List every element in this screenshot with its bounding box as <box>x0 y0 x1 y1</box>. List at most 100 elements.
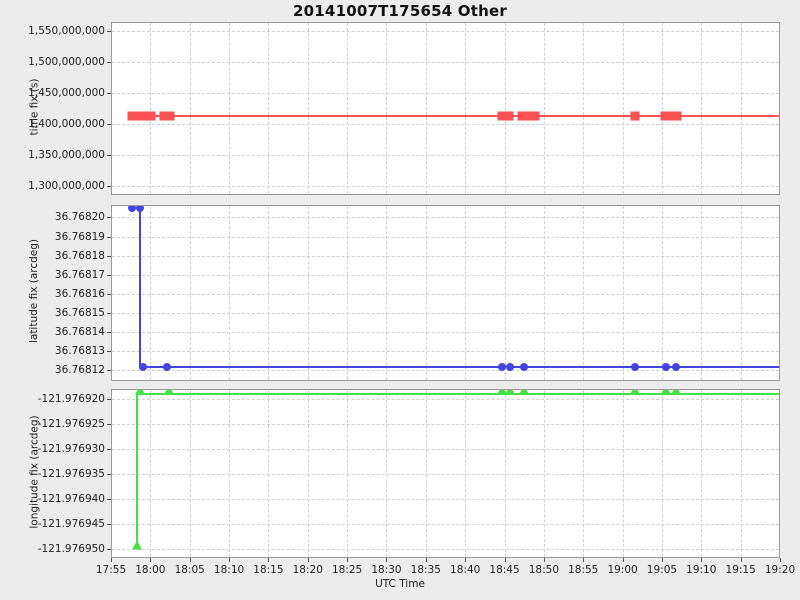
y-tick-label: 1,550,000,000 <box>28 24 105 37</box>
series-line <box>131 115 779 118</box>
panel-time-fix <box>111 22 780 195</box>
x-tick-mark <box>583 558 585 562</box>
data-point-square <box>666 111 676 121</box>
data-point-triangle <box>630 390 641 395</box>
y-tick-mark <box>107 474 111 475</box>
x-tick-label: 18:40 <box>450 564 481 576</box>
data-point-square <box>660 111 669 121</box>
x-tick-label: 18:10 <box>213 564 245 576</box>
data-point-circle <box>128 206 137 212</box>
panel-longitude-fix <box>111 389 780 558</box>
gridline-horizontal <box>112 549 779 551</box>
x-tick-mark <box>307 558 309 562</box>
gridline-horizontal <box>112 423 779 425</box>
y-tick-mark <box>107 332 111 334</box>
data-point-square <box>517 111 527 121</box>
gridline-vertical <box>307 206 309 380</box>
y-tick-mark <box>107 236 111 238</box>
gridline-vertical <box>622 23 624 194</box>
y-tick-label: 1,350,000,000 <box>28 149 105 162</box>
y-tick-mark <box>107 293 111 295</box>
gridline-horizontal <box>112 351 779 353</box>
gridline-vertical <box>150 206 152 380</box>
gridline-vertical <box>386 390 388 557</box>
data-point-triangle <box>661 390 672 395</box>
gridline-horizontal <box>112 524 779 526</box>
x-axis-title: UTC Time <box>375 578 425 590</box>
x-tick-mark <box>229 558 231 562</box>
gridline-vertical <box>740 23 742 194</box>
y-tick-mark <box>107 549 111 551</box>
gridline-vertical <box>661 390 663 557</box>
gridline-horizontal <box>112 255 779 257</box>
x-tick-mark <box>150 558 152 562</box>
gridline-vertical <box>583 390 585 557</box>
y-tick-label: -121.976920 <box>37 392 105 405</box>
x-tick-mark <box>543 558 545 562</box>
data-point-circle <box>506 362 515 371</box>
y-tick-mark <box>107 30 111 32</box>
gridline-vertical <box>465 206 467 380</box>
gridline-vertical <box>268 23 270 194</box>
data-point-square <box>530 111 540 121</box>
data-point-triangle <box>132 540 143 550</box>
y-tick-mark <box>107 255 111 257</box>
x-tick-mark <box>661 558 663 562</box>
series-line <box>137 392 779 395</box>
x-tick-label: 18:05 <box>174 564 205 576</box>
gridline-horizontal <box>112 499 779 501</box>
data-point-square <box>159 111 169 121</box>
gridline-vertical <box>740 390 742 557</box>
gridline-horizontal <box>112 313 779 315</box>
data-point-square <box>165 111 175 121</box>
gridline-vertical <box>622 390 624 557</box>
gridline-vertical <box>425 390 427 557</box>
gridline-vertical <box>307 23 309 194</box>
gridline-horizontal <box>112 61 779 63</box>
x-tick-mark <box>740 558 742 562</box>
gridline-horizontal <box>112 398 779 400</box>
gridline-horizontal <box>112 293 779 295</box>
gridline-horizontal <box>112 30 779 32</box>
x-tick-label: 17:55 <box>95 564 127 576</box>
x-tick-mark <box>504 558 506 562</box>
x-tick-label: 18:45 <box>489 564 520 576</box>
data-point-triangle <box>670 390 681 395</box>
x-tick-label: 19:20 <box>764 564 796 576</box>
x-tick-label: 19:10 <box>686 564 717 576</box>
gridline-vertical <box>268 206 270 380</box>
y-axis-title: time fix (s) <box>27 78 40 135</box>
gridline-vertical <box>465 23 467 194</box>
gridline-vertical <box>701 390 703 557</box>
x-tick-mark <box>347 558 349 562</box>
gridline-vertical <box>583 23 585 194</box>
data-point-triangle <box>519 390 530 395</box>
data-point-square <box>127 111 137 121</box>
gridline-vertical <box>229 23 231 194</box>
y-tick-mark <box>107 155 111 157</box>
data-point-square <box>139 111 149 121</box>
y-tick-mark <box>107 524 111 526</box>
data-point-triangle <box>163 390 174 395</box>
y-tick-mark <box>107 351 111 353</box>
gridline-vertical <box>268 390 270 557</box>
data-point-square <box>497 111 507 121</box>
data-point-circle <box>662 362 671 371</box>
gridline-horizontal <box>112 332 779 334</box>
data-point-circle <box>498 362 507 371</box>
gridline-vertical <box>229 390 231 557</box>
gridline-vertical <box>661 206 663 380</box>
data-point-square <box>630 111 640 121</box>
gridline-vertical <box>189 390 191 557</box>
gridline-vertical <box>740 206 742 380</box>
gridline-vertical <box>189 23 191 194</box>
gridline-horizontal <box>112 155 779 157</box>
x-tick-label: 18:20 <box>292 564 323 576</box>
y-tick-mark <box>107 92 111 94</box>
x-tick-label: 18:50 <box>528 564 560 576</box>
gridline-vertical <box>543 206 545 380</box>
plot-area-time-fix <box>112 23 779 194</box>
data-point-square <box>504 111 514 121</box>
gridline-vertical <box>347 23 349 194</box>
y-tick-label: -121.976950 <box>37 543 105 556</box>
